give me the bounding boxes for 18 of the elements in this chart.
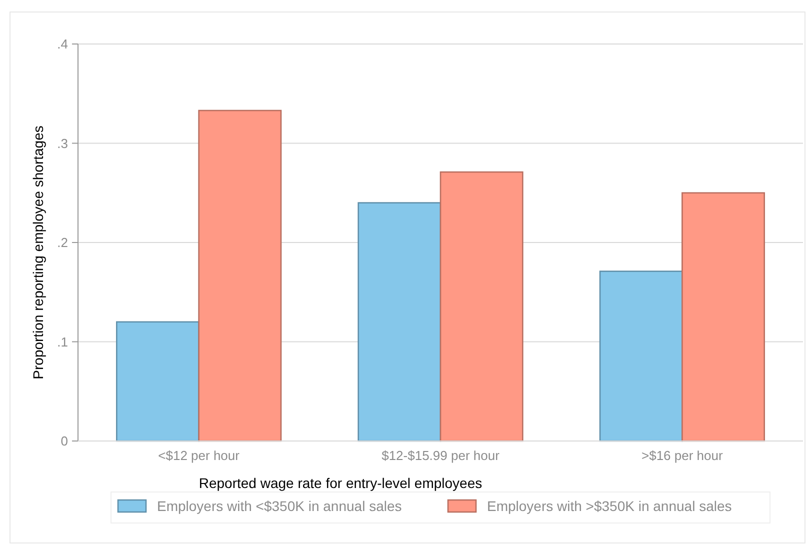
x-axis-title: Reported wage rate for entry-level employees xyxy=(198,475,482,491)
bar xyxy=(116,321,200,442)
y-tick-label: 0 xyxy=(60,434,68,449)
bar xyxy=(198,110,282,442)
y-axis-title: Proportion reporting employee shortages xyxy=(30,126,46,380)
bar xyxy=(358,202,442,442)
bar xyxy=(440,171,524,442)
y-tick-label: .4 xyxy=(57,36,68,52)
y-tick-label: .1 xyxy=(57,334,68,350)
bar xyxy=(682,192,765,442)
bar xyxy=(599,270,683,442)
x-tick-label: $12-$15.99 per hour xyxy=(382,448,500,463)
y-tick-label: .2 xyxy=(57,235,68,250)
legend-label: Employers with <$350K in annual sales xyxy=(157,498,402,514)
x-tick-label: >$16 per hour xyxy=(642,448,724,463)
legend-label: Employers with >$350K in annual sales xyxy=(487,498,732,514)
x-tick-label: <$12 per hour xyxy=(158,448,240,463)
y-tick-label: .3 xyxy=(57,136,68,151)
